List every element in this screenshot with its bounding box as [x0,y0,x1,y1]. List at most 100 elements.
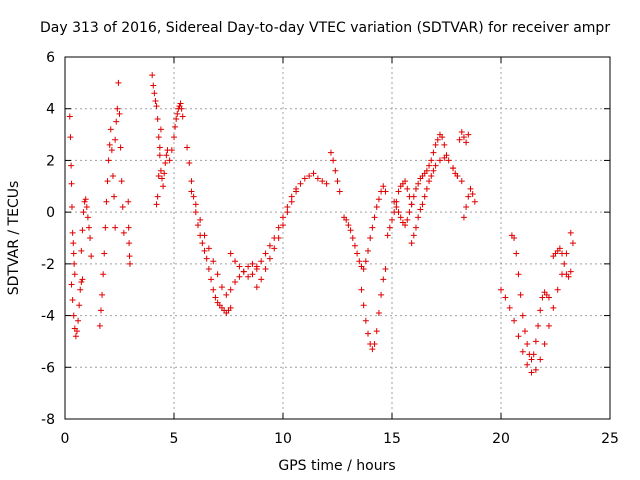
y-tick-label: 2 [46,153,55,169]
data-point [112,224,119,231]
series-sat-c [78,196,95,260]
data-point [205,245,212,252]
data-point [70,250,77,257]
data-point [519,312,526,319]
data-point [75,317,82,324]
data-point [210,286,217,293]
data-point [463,203,470,210]
data-point [556,245,563,252]
data-point [323,180,330,187]
data-point [360,302,367,309]
data-point [524,341,531,348]
data-point [532,338,539,345]
data-point [371,341,378,348]
data-point [71,271,78,278]
data-point [380,183,387,190]
data-point [511,317,518,324]
data-point [471,198,478,205]
data-point [439,134,446,141]
data-point [460,214,467,221]
data-point [423,167,430,174]
series-sat-x [550,240,576,280]
data-point [112,136,119,143]
data-point [458,178,465,185]
data-point [380,276,387,283]
series-sat-m [253,170,330,291]
series-sat-a [66,113,78,278]
tick-labels: 0 5 10 15 20 25 -8 -6 -4 -2 0 2 4 6 [41,50,619,447]
data-point [293,188,300,195]
data-markers [66,72,576,376]
data-point [201,247,208,254]
data-point [327,149,334,156]
data-point [149,72,156,79]
y-tick-label: -8 [41,412,55,428]
data-point [382,266,389,273]
data-point [157,167,164,174]
data-point [532,366,539,373]
data-point [349,235,356,241]
data-point [554,286,561,293]
series-sat-e [112,79,127,236]
data-point [88,253,95,260]
x-tick-label: 5 [170,431,179,447]
data-point [227,250,234,257]
data-point [432,162,439,169]
data-point [68,203,75,210]
data-point [469,191,476,198]
data-point [561,260,568,267]
data-point [343,216,350,223]
data-point [125,198,132,205]
data-point [515,271,522,278]
data-point [80,209,87,216]
data-point [434,136,441,143]
data-point [441,141,448,148]
data-point [297,180,304,187]
data-point [266,255,273,262]
data-point [72,333,79,340]
series-sat-b [68,276,86,340]
data-point [467,185,474,192]
data-point [498,286,504,293]
data-point [154,116,161,123]
data-point [421,193,428,200]
data-point [426,178,433,185]
data-point [159,175,166,182]
data-point [412,185,419,192]
data-point [70,240,77,247]
data-point [347,227,354,234]
data-point [201,232,208,239]
y-tick-label: 4 [46,102,55,118]
data-point [245,273,252,280]
data-point [306,172,313,179]
x-tick-label: 20 [492,431,510,447]
data-point [360,266,367,273]
data-point [172,123,179,130]
series-sat-f [125,198,133,267]
series-sat-o [341,183,389,273]
data-point [541,341,548,348]
data-point [258,276,265,283]
data-point [524,361,531,368]
data-point [68,180,75,187]
data-point [404,216,411,223]
data-point [178,105,185,112]
data-point [174,110,181,117]
data-point [153,103,160,110]
data-point [369,346,376,353]
data-point [284,203,291,210]
data-point [245,263,252,270]
data-point [519,348,526,355]
data-point [393,203,400,210]
series-sat-j [184,144,234,316]
data-point [78,247,85,254]
data-point [152,97,159,104]
data-point [249,260,256,267]
data-point [550,304,557,311]
data-point [428,157,435,164]
data-point [156,152,163,159]
data-point [423,185,430,192]
data-point [117,144,124,151]
data-point [71,260,78,267]
data-point [369,224,376,231]
